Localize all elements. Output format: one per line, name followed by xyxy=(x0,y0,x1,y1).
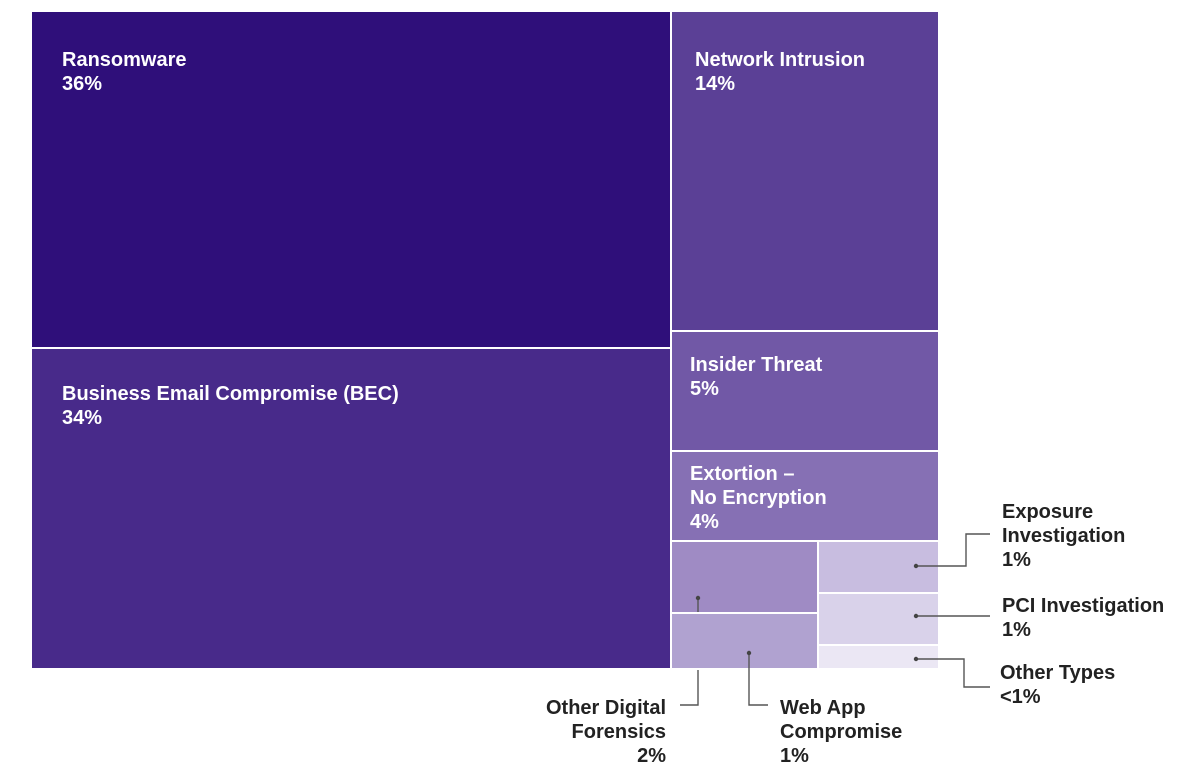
leader-line-other-types xyxy=(916,658,990,688)
leader-line-web-app-compromise xyxy=(748,653,768,706)
leader-dot-other-types xyxy=(913,656,919,662)
leader-dot-exposure-investigation xyxy=(913,563,919,569)
tile-rect-other-types xyxy=(817,644,940,670)
tile-rect-insider-threat xyxy=(670,330,940,452)
tile-rect-exposure-investigation xyxy=(817,540,940,594)
leader-dot-pci-investigation xyxy=(913,613,919,619)
tile-exposure-investigation: Exposure Investigation 1% xyxy=(817,501,1125,594)
tile-web-app-compromise: Web App Compromise 1% xyxy=(670,612,902,764)
tile-rect-pci-investigation xyxy=(817,592,940,646)
tile-extortion-no-encryption: Extortion – No Encryption 4% xyxy=(670,450,940,542)
tile-label-other-digital-forensics: Other Digital Forensics 2% xyxy=(546,697,666,764)
tile-label-exposure-investigation: Exposure Investigation 1% xyxy=(1002,501,1125,571)
tile-rect-network-intrusion xyxy=(670,10,940,332)
tile-rect-other-digital-forensics xyxy=(670,540,819,614)
tile-label-extortion-no-encryption: Extortion – No Encryption 4% xyxy=(690,463,827,533)
tile-rect-extortion-no-encryption xyxy=(670,450,940,542)
tile-ransomware: Ransomware 36% xyxy=(30,10,672,349)
tile-label-business-email-compromise-bec: Business Email Compromise (BEC) 34% xyxy=(62,383,399,429)
tile-rect-ransomware xyxy=(30,10,672,349)
tile-label-network-intrusion: Network Intrusion 14% xyxy=(695,49,865,95)
tile-insider-threat: Insider Threat 5% xyxy=(670,330,940,452)
tile-business-email-compromise-bec: Business Email Compromise (BEC) 34% xyxy=(30,347,672,670)
tile-rect-web-app-compromise xyxy=(670,612,819,670)
tile-label-other-types: Other Types <1% xyxy=(1000,662,1115,708)
tile-pci-investigation: PCI Investigation 1% xyxy=(817,592,1164,646)
tile-label-web-app-compromise: Web App Compromise 1% xyxy=(780,697,902,764)
tile-label-pci-investigation: PCI Investigation 1% xyxy=(1002,595,1164,641)
leader-dot-other-digital-forensics xyxy=(695,595,701,601)
leader-line-exposure-investigation xyxy=(916,533,990,567)
tile-other-digital-forensics: Other Digital Forensics 2% xyxy=(546,540,819,764)
tile-network-intrusion: Network Intrusion 14% xyxy=(670,10,940,332)
leader-dot-web-app-compromise xyxy=(746,650,752,656)
tile-label-ransomware: Ransomware 36% xyxy=(62,49,187,95)
tile-other-types: Other Types <1% xyxy=(817,644,1115,708)
tile-label-insider-threat: Insider Threat 5% xyxy=(690,354,823,400)
